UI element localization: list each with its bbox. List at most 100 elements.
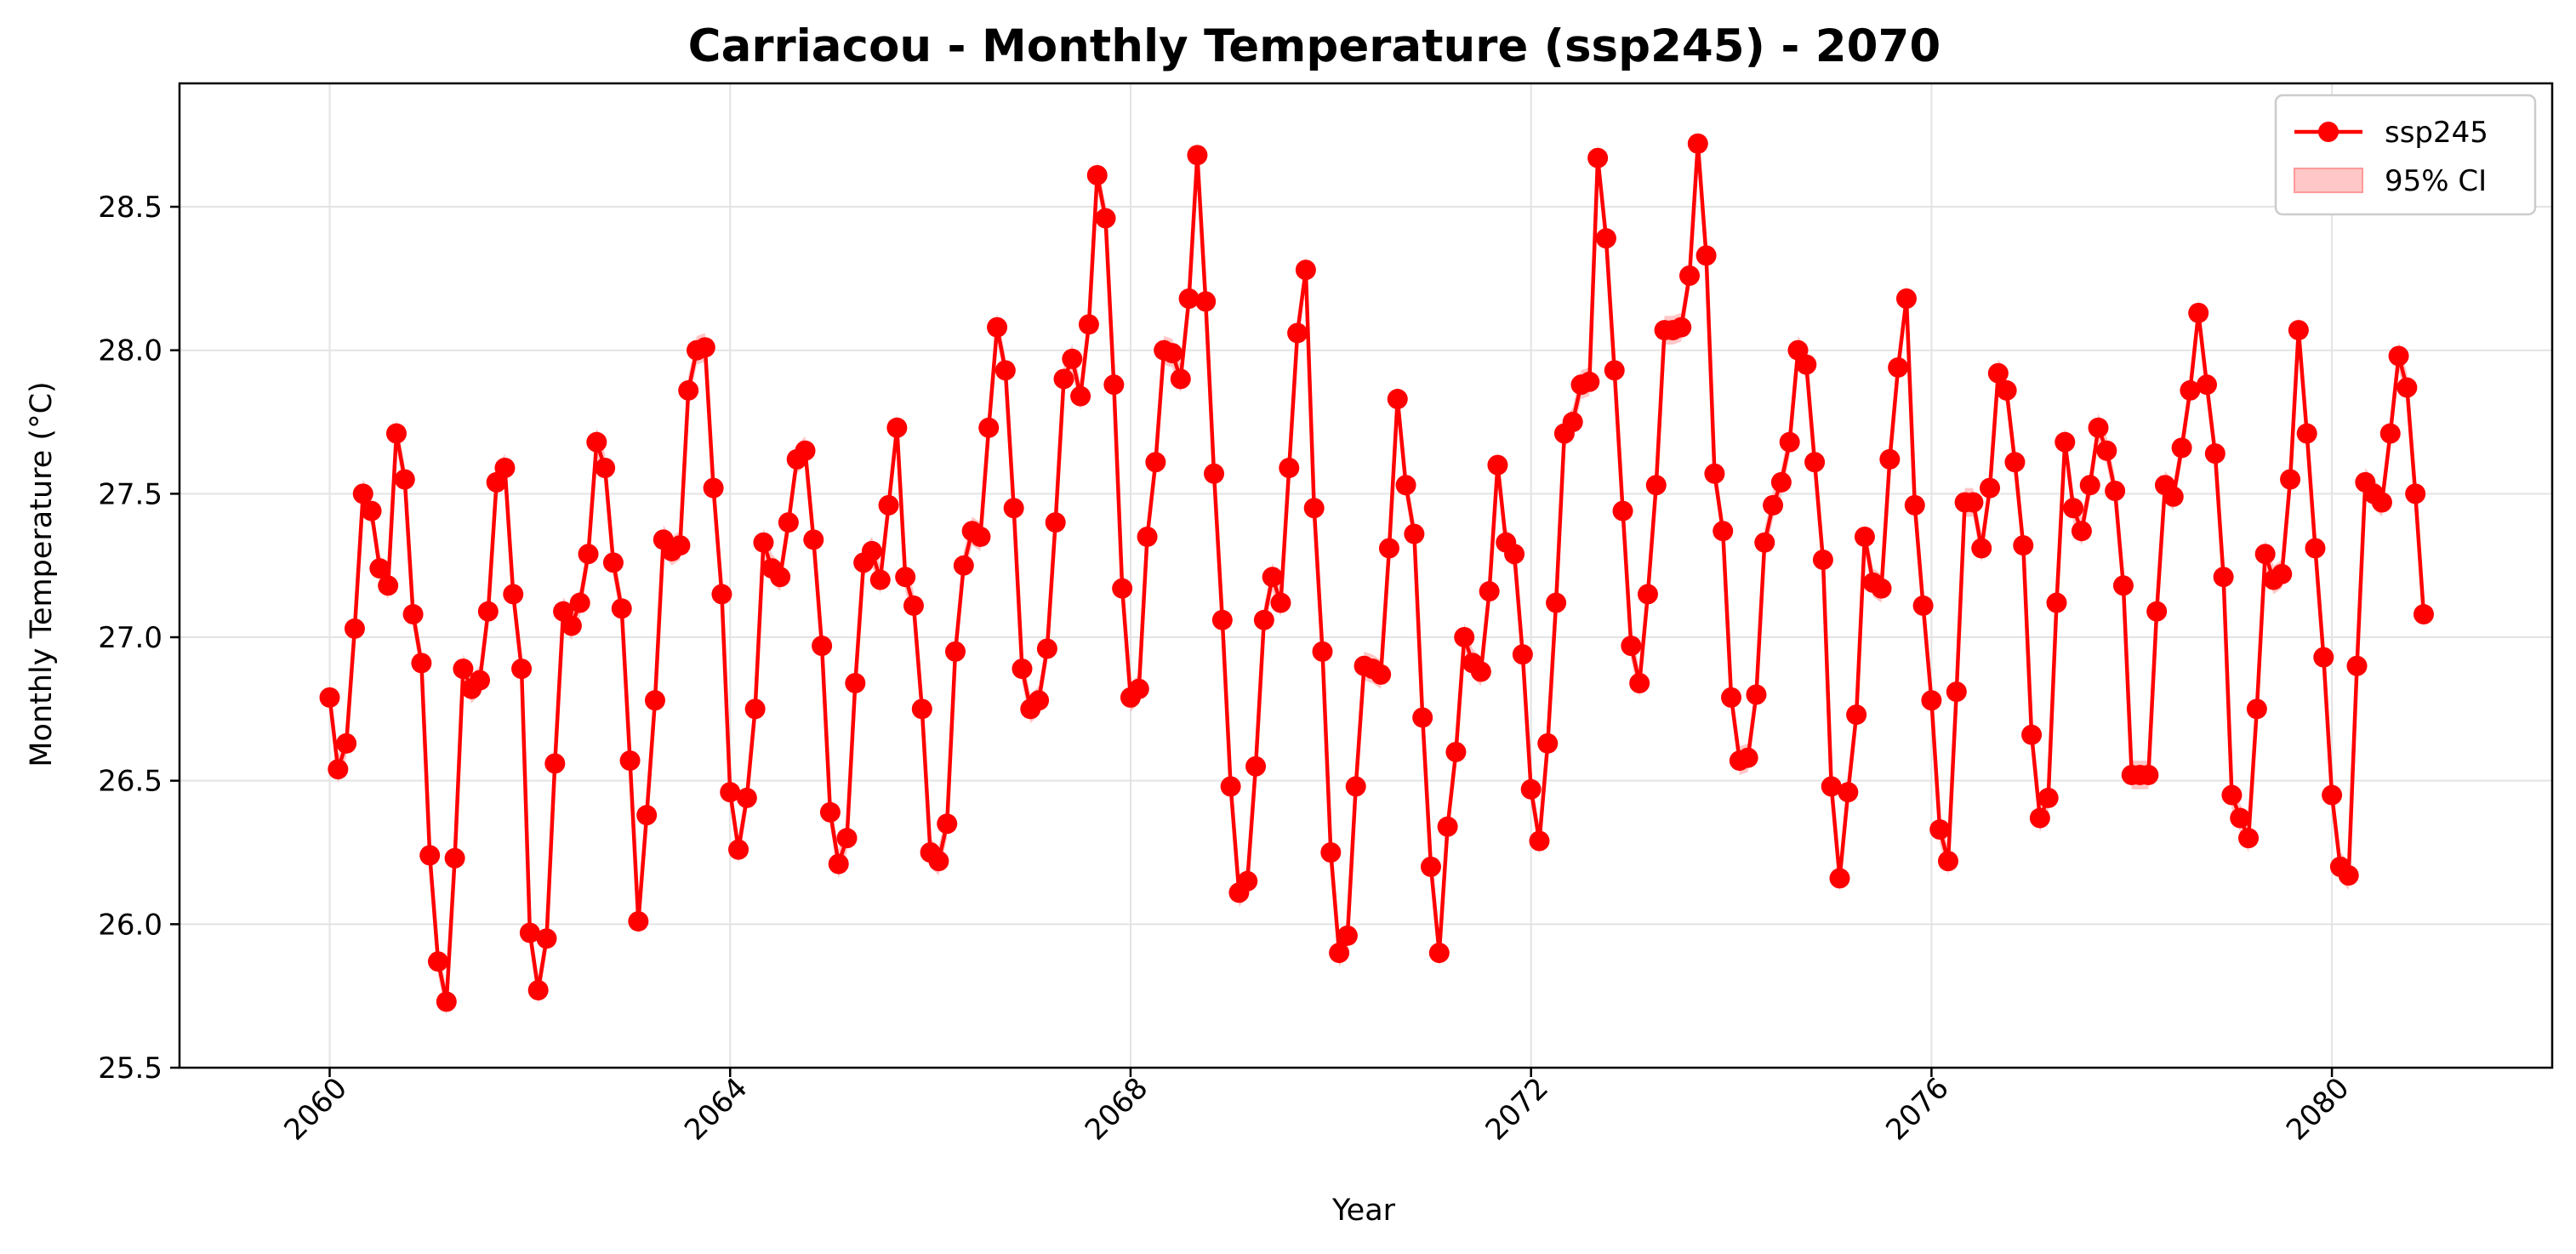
data-point: [1763, 494, 1784, 516]
data-point: [1479, 581, 1500, 602]
data-point: [1078, 314, 1099, 335]
data-point: [903, 595, 924, 616]
data-point: [319, 687, 340, 708]
data-point: [1963, 492, 1984, 513]
data-point: [2388, 345, 2409, 367]
data-point: [812, 636, 833, 657]
data-point: [394, 469, 415, 490]
data-point: [2138, 764, 2159, 785]
data-point: [1829, 868, 1850, 889]
data-point: [2313, 647, 2334, 668]
data-point: [1929, 819, 1951, 841]
data-point: [1737, 747, 1758, 768]
data-point: [1595, 228, 1616, 249]
data-point: [1695, 245, 1717, 266]
data-point: [670, 535, 691, 556]
data-point: [453, 658, 474, 680]
plot-area: [178, 82, 2554, 1069]
data-point: [1713, 521, 1734, 542]
data-point: [586, 431, 607, 453]
data-point: [1779, 431, 1800, 453]
data-point: [595, 458, 616, 479]
data-point: [2063, 498, 2084, 519]
data-point: [886, 417, 908, 438]
data-point: [1796, 354, 1817, 375]
data-point: [1487, 454, 1508, 476]
data-point: [1303, 498, 1325, 519]
data-point: [1621, 636, 1642, 657]
data-point: [770, 567, 791, 588]
data-point: [1312, 641, 1333, 662]
data-point: [1371, 664, 1392, 685]
data-point: [336, 732, 357, 754]
data-point: [1921, 690, 1942, 711]
chart-title: Carriacou - Monthly Temperature (ssp245)…: [688, 20, 1941, 72]
data-point: [1245, 755, 1267, 777]
data-point: [1029, 690, 1050, 711]
data-point: [2096, 440, 2117, 461]
data-point: [1746, 684, 1767, 705]
data-point: [1971, 538, 1992, 559]
data-point: [1996, 379, 2017, 401]
data-point: [2071, 521, 2092, 542]
data-point: [385, 423, 407, 444]
data-point: [1095, 208, 1116, 229]
data-point: [1812, 549, 1833, 570]
data-point: [1520, 778, 1542, 800]
data-point: [928, 851, 949, 872]
legend-marker-swatch: [2318, 122, 2339, 142]
data-point: [744, 698, 766, 720]
data-point: [2021, 724, 2043, 745]
data-point: [436, 991, 457, 1012]
data-point: [694, 337, 715, 358]
data-point: [1637, 584, 1658, 605]
data-point: [2146, 601, 2168, 622]
data-point: [2188, 302, 2209, 323]
data-point: [1329, 943, 1350, 964]
data-point: [2204, 443, 2226, 465]
data-point: [1178, 288, 1200, 309]
data-point: [1128, 678, 1149, 699]
data-point: [1204, 463, 1225, 484]
data-point: [1320, 842, 1342, 864]
data-point: [1879, 448, 1901, 470]
data-point: [544, 753, 566, 774]
data-point: [2221, 784, 2243, 806]
data-point: [2197, 374, 2218, 396]
data-point: [1895, 288, 1917, 309]
y-tick-label: 27.5: [98, 477, 162, 511]
data-point: [1387, 389, 1408, 410]
data-point: [1679, 265, 1700, 286]
data-point: [2288, 320, 2309, 341]
data-point: [2163, 486, 2184, 507]
y-tick-label: 27.0: [98, 621, 162, 655]
legend-ci-swatch: [2294, 168, 2363, 193]
data-point: [836, 828, 858, 849]
data-point: [2413, 604, 2434, 625]
data-point: [569, 592, 590, 613]
data-point: [1612, 500, 1633, 522]
data-point: [1336, 925, 1358, 946]
data-point: [828, 853, 849, 875]
data-point: [861, 540, 882, 561]
y-axis-label: Monthly Temperature (°C): [25, 381, 59, 767]
y-axis-ticks: 25.5 26.0 26.5 27.0 27.5 28.0 28.5: [98, 191, 180, 1086]
data-point: [845, 672, 866, 693]
data-point: [1987, 362, 2009, 384]
data-point: [1645, 475, 1667, 496]
legend-label-ci: 95% CI: [2385, 164, 2487, 198]
data-point: [819, 801, 841, 823]
data-point: [1036, 638, 1057, 659]
data-point: [728, 839, 749, 860]
data-point: [2213, 567, 2234, 588]
data-point: [953, 555, 974, 576]
data-point: [1295, 259, 1316, 281]
data-point: [1420, 856, 1441, 877]
data-point: [1045, 512, 1066, 533]
data-point: [2379, 423, 2401, 444]
data-point: [1012, 658, 1033, 680]
data-point: [2338, 865, 2359, 886]
data-point: [2037, 787, 2059, 808]
data-point: [1938, 851, 1958, 872]
